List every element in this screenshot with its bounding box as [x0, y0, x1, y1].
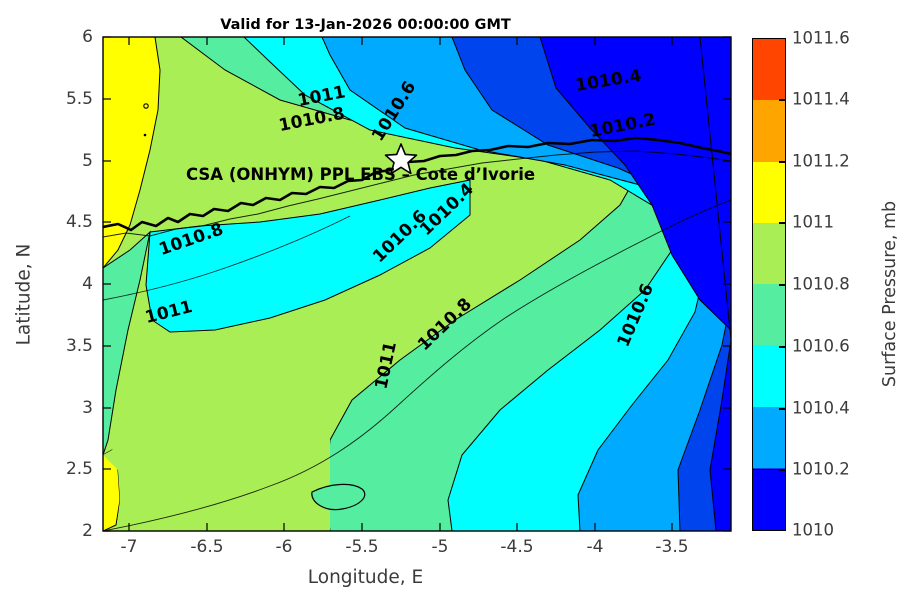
colorbar-tick-label: 1011.4: [792, 89, 850, 109]
ytick-label: 2: [82, 521, 93, 541]
colorbar-band: [753, 39, 785, 101]
colorbar-tick-label: 1011.6: [792, 28, 850, 48]
site-annotation-label: CSA (ONHYM) PPL EBS – Cote d’Ivorie: [186, 165, 536, 184]
xtick-label: -4.5: [500, 537, 534, 557]
colorbar-tick: [779, 408, 786, 410]
ytick-label: 5.5: [65, 89, 93, 109]
colorbar-tick: [779, 469, 786, 471]
colorbar-band: [753, 406, 785, 468]
colorbar-band: [753, 284, 785, 346]
colorbar-band: [753, 161, 785, 223]
ytick-label: 3: [82, 398, 93, 418]
ytick-label: 6: [82, 27, 93, 47]
colorbar-tick: [779, 284, 786, 286]
colorbar-band-lowest: [752, 469, 786, 531]
colorbar-tick-label: 1011.2: [792, 151, 850, 171]
xtick-label: -4: [586, 537, 604, 557]
y-axis-title: Latitude, N: [13, 243, 35, 346]
colorbar-band: [753, 222, 785, 284]
ytick-label: 5: [82, 151, 93, 171]
colorbar-band: [753, 100, 785, 162]
colorbar-tick-label: 1010: [792, 520, 834, 540]
colorbar-tick: [779, 161, 786, 163]
colorbar-tick: [779, 99, 786, 101]
x-axis-title: Longitude, E: [307, 567, 424, 588]
coastline: [103, 136, 731, 238]
xtick-label: -7: [120, 537, 138, 557]
colorbar-band: [753, 345, 785, 407]
page-title: Valid for 13-Jan-2026 00:00:00 GMT: [220, 17, 511, 33]
colorbar-tick-label: 1010.8: [792, 274, 850, 294]
station-star-icon: [384, 143, 418, 175]
xtick-label: -5.5: [345, 537, 379, 557]
xtick-label: -3.5: [655, 537, 689, 557]
ytick-label: 4.5: [65, 212, 93, 232]
colorbar-tick: [779, 222, 786, 224]
colorbar-tick-label: 1010.6: [792, 336, 850, 356]
ytick-label: 3.5: [65, 336, 93, 356]
colorbar-tick-label: 1011: [792, 212, 834, 232]
colorbar-tick: [779, 346, 786, 348]
ytick-label: 4: [82, 274, 93, 294]
xtick-label: -6.5: [190, 537, 224, 557]
axes-box: [102, 36, 732, 532]
colorbar-tick-label: 1010.4: [792, 398, 850, 418]
xtick-label: -5: [431, 537, 449, 557]
ytick-label: 2.5: [65, 459, 93, 479]
colorbar-title: Surface Pressure, mb: [880, 200, 900, 388]
xtick-label: -6: [275, 537, 293, 557]
filled-contour-regions: [103, 37, 731, 531]
colorbar-tick-label: 1010.2: [792, 459, 850, 479]
